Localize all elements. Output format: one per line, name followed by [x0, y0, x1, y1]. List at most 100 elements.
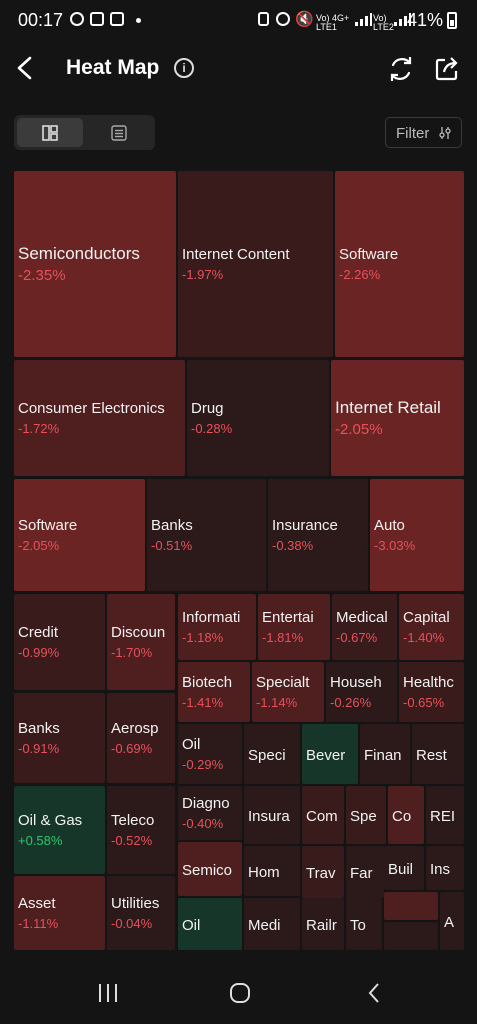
heatmap-tile[interactable]: Semico [178, 842, 242, 896]
heatmap-tile[interactable]: Specialt -1.14% [252, 662, 324, 722]
heatmap-tile[interactable]: Consumer Electronics -1.72% [14, 360, 185, 476]
tile-name: Internet Retail [335, 398, 441, 417]
heatmap-tile[interactable]: Rest [412, 724, 464, 784]
heatmap-tile[interactable]: Hom [244, 846, 300, 896]
heatmap-tile[interactable]: Oil [178, 898, 242, 950]
heatmap-tile[interactable]: Medi [244, 898, 300, 950]
heatmap-tile[interactable]: Biotech -1.41% [178, 662, 250, 722]
info-icon[interactable]: i [174, 58, 194, 78]
heatmap-tile[interactable]: Co [388, 786, 424, 844]
heatmap-tile[interactable]: Healthc -0.65% [399, 662, 464, 722]
heatmap-tile[interactable]: Insura [244, 786, 300, 844]
tile-name: Teleco [111, 812, 155, 829]
heatmap-tile[interactable]: Insurance -0.38% [268, 479, 368, 591]
tile-name: REI [430, 808, 456, 825]
tile-change: -1.18% [182, 630, 224, 645]
heatmap-tile[interactable]: Spe [346, 786, 386, 844]
heatmap-tile[interactable]: Credit -0.99% [14, 594, 105, 690]
tile-change: -0.65% [403, 695, 445, 710]
heatmap-tile[interactable] [384, 892, 438, 920]
status-bar: 00:17 🔇 Vo) 4G+ LTE1 Vo) LTE2 41% [0, 0, 477, 42]
heatmap-tile[interactable]: Oil & Gas +0.58% [14, 786, 105, 874]
heatmap-tile[interactable]: Banks -0.91% [14, 693, 105, 783]
recent-apps-button[interactable] [96, 982, 120, 1004]
heatmap-tile[interactable]: Informati -1.18% [178, 594, 256, 660]
heatmap-tile[interactable]: Aerosp -0.69% [107, 693, 175, 783]
tile-change: -0.26% [330, 695, 372, 710]
tile-name: Software [18, 517, 78, 534]
filter-button[interactable]: Filter [385, 117, 462, 148]
tile-name: Credit [18, 624, 59, 641]
tile-change: -0.29% [182, 757, 224, 772]
tile-name: Internet Content [182, 246, 290, 263]
tile-change: -3.03% [374, 538, 416, 553]
heatmap-tile[interactable]: Far [346, 846, 384, 898]
home-button[interactable] [228, 982, 252, 1004]
tile-name: Hom [248, 864, 280, 881]
heatmap-tile[interactable]: Internet Content -1.97% [178, 171, 333, 357]
tile-name: Banks [151, 517, 193, 534]
refresh-button[interactable] [386, 54, 416, 84]
tile-change: +0.58% [18, 833, 63, 848]
heatmap-tile[interactable]: Oil -0.29% [178, 724, 242, 784]
heatmap-tile[interactable]: Railr [302, 898, 344, 950]
heatmap-tile[interactable]: Capital -1.40% [399, 594, 464, 660]
heatmap-tile[interactable]: Ins [426, 846, 464, 890]
heatmap-view-tab[interactable] [17, 118, 83, 147]
heatmap-tile[interactable]: REI [426, 786, 464, 844]
heatmap-tile[interactable]: Drug -0.28% [187, 360, 329, 476]
heatmap-tile[interactable]: Internet Retail -2.05% [331, 360, 464, 476]
battery-saver-icon [258, 12, 269, 26]
heatmap-tile[interactable]: Entertai -1.81% [258, 594, 330, 660]
system-back-button[interactable] [365, 982, 385, 1004]
share-button[interactable] [432, 54, 462, 84]
heatmap-tile[interactable]: Com [302, 786, 344, 844]
page-title: Heat Map [66, 56, 160, 79]
tile-change: -1.14% [256, 695, 298, 710]
heat-map: Semiconductors -2.35% Internet Content -1.9… [14, 171, 464, 950]
heatmap-tile[interactable]: Househ -0.26% [326, 662, 397, 722]
tile-name: Com [306, 808, 338, 825]
heatmap-tile[interactable]: Auto -3.03% [370, 479, 464, 591]
tile-name: Bever [306, 747, 346, 764]
list-view-tab[interactable] [86, 118, 152, 147]
heatmap-tile[interactable]: To [346, 898, 382, 950]
heatmap-tile[interactable]: Banks -0.51% [147, 479, 266, 591]
tile-name: Spe [350, 808, 377, 825]
heatmap-tile[interactable]: Utilities -0.04% [107, 876, 175, 950]
grid-view-icon [42, 125, 58, 141]
tile-name: Househ [330, 674, 382, 691]
tile-name: Rest [416, 747, 447, 764]
heatmap-tile[interactable]: Discoun -1.70% [107, 594, 175, 690]
view-toggle [14, 115, 155, 150]
heatmap-tile[interactable]: A [440, 892, 464, 950]
tile-change: -2.05% [18, 538, 60, 553]
tile-name: Trav [306, 865, 336, 882]
heatmap-tile[interactable] [384, 922, 438, 950]
heatmap-tile[interactable]: Buil [384, 846, 424, 890]
tile-name: Discoun [111, 624, 166, 641]
heatmap-tile[interactable]: Medical -0.67% [332, 594, 397, 660]
heatmap-tile[interactable]: Bever [302, 724, 358, 784]
tile-name: Finan [364, 747, 402, 764]
filter-sliders-icon [439, 127, 451, 139]
heatmap-tile[interactable]: Trav [302, 846, 344, 898]
tile-name: Aerosp [111, 720, 159, 737]
heatmap-tile[interactable]: Software -2.26% [335, 171, 464, 357]
gallery-icon [90, 12, 104, 26]
heatmap-tile[interactable]: Finan [360, 724, 410, 784]
tile-change: -1.81% [262, 630, 304, 645]
tile-name: Software [339, 246, 399, 263]
heatmap-tile[interactable]: Semiconductors -2.35% [14, 171, 176, 357]
heatmap-tile[interactable]: Teleco -0.52% [107, 786, 175, 874]
tile-name: Insurance [272, 517, 338, 534]
tile-name: Capital [403, 609, 450, 626]
tile-name: Semico [182, 862, 233, 879]
tile-name: Consumer Electronics [18, 400, 165, 417]
heatmap-tile[interactable]: Speci [244, 724, 300, 784]
back-button[interactable] [10, 52, 40, 84]
heatmap-tile[interactable]: Diagno -0.40% [178, 786, 242, 840]
heatmap-tile[interactable]: Software -2.05% [14, 479, 145, 591]
heatmap-tile[interactable]: Asset -1.11% [14, 876, 105, 950]
tile-change: -0.28% [191, 421, 233, 436]
